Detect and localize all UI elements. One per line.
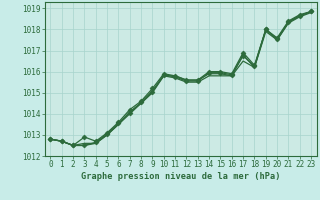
X-axis label: Graphe pression niveau de la mer (hPa): Graphe pression niveau de la mer (hPa) (81, 172, 281, 181)
